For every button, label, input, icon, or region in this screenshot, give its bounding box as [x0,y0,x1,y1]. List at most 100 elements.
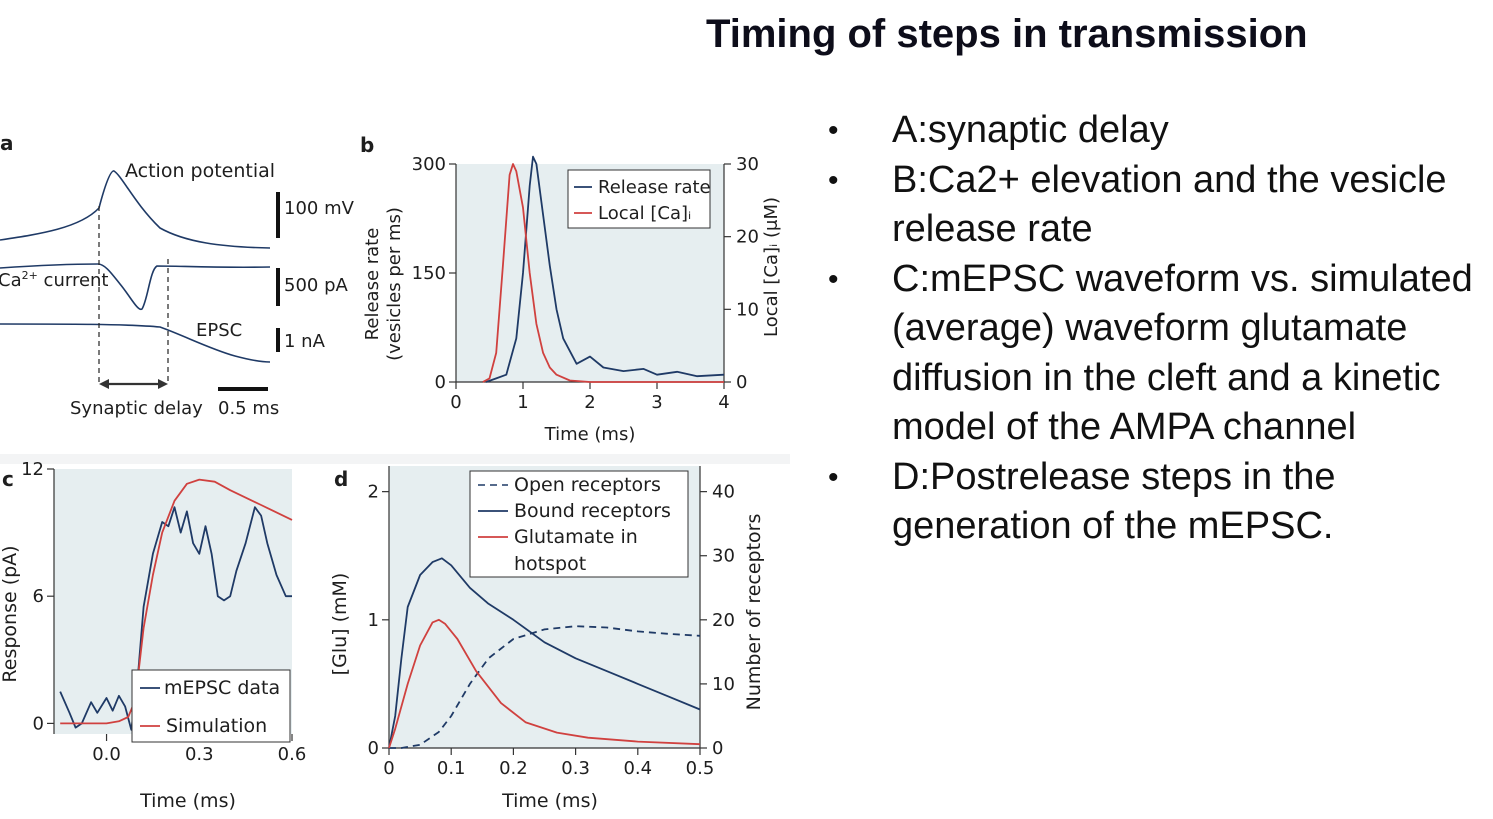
x-tick-label: 0.3 [561,758,590,779]
panel-c-legend: mEPSC data Simulation [131,669,291,743]
x-tick-label: 0 [450,392,461,413]
b-ylabel-line1: Release rate [362,228,383,341]
legend-label-open: Open receptors [514,474,661,496]
y2-tick-label: 0 [736,372,747,393]
b-y2label: Local [Ca]ᵢ (μM) [761,197,782,337]
scalebar-500pa [276,268,280,306]
series-line-release-rate [485,155,725,383]
x-tick-label: 3 [651,392,662,413]
legend-label-hotspot: hotspot [514,553,586,575]
trace-ca-current [0,263,271,311]
scalebar-100mv [276,192,280,238]
scalebar-0-5ms [218,387,268,391]
legend-box [131,669,291,743]
series-line-mepsc-data [59,506,292,731]
y2-tick-label: 40 [712,482,735,503]
label-epsc: EPSC [196,320,242,341]
y-tick-label: 6 [33,586,44,607]
x-tick-label: 0.3 [185,744,214,765]
bullet-text: B:Ca2+ elevation and the vesicle release… [892,158,1447,251]
series-line-simulation [60,478,293,725]
d-y2label: Number of receptors [743,514,765,711]
y2-tick-label: 0 [712,738,723,759]
legend-label-release: Release rate [598,177,711,198]
x-tick-label: 0 [383,758,394,779]
y-tick-label: 2 [368,482,379,503]
legend-label-ca: Local [Ca]ᵢ [598,203,691,224]
x-tick-label: 2 [584,392,595,413]
bullet-glyph: • [828,460,839,494]
x-tick-label: 4 [718,392,729,413]
x-tick-label: 1 [517,392,528,413]
bullet-text: A:synaptic delay [892,109,1169,151]
panel-letter-a: a [0,131,14,155]
bullet-item: • B:Ca2+ elevation and the vesicle releas… [828,156,1488,255]
bullet-glyph: • [828,262,839,296]
y2-tick-label: 10 [712,674,735,695]
scale-label-1na: 1 nA [284,331,326,352]
panel-c: c 0 6 12 0.0 0.3 0.6 mEPSC data Simulation Ti… [0,459,306,812]
panel-d-legend: Open receptors Bound receptors Glutamate… [469,470,689,578]
y2-tick-label: 10 [736,299,759,320]
scale-label-500pa: 500 pA [284,275,349,296]
scale-label-0-5ms: 0.5 ms [218,398,279,419]
b-xlabel: Time (ms) [544,424,636,445]
label-action-potential: Action potential [125,160,275,182]
y-tick-label: 0 [368,738,379,759]
y-tick-label: 300 [412,154,446,175]
c-xlabel: Time (ms) [139,790,236,812]
bullet-text: C:mEPSC waveform vs. simulated (average)… [892,257,1473,449]
panel-b-legend: Release rate Local [Ca]ᵢ [567,169,711,229]
figure-panels: a Action potential Ca2+ current EPSC Syn… [0,124,790,814]
legend-label-simulation: Simulation [166,715,267,737]
panel-d-series [388,557,701,749]
label-synaptic-delay: Synaptic delay [70,398,203,419]
label-ca-current: Ca2+ current [0,269,108,291]
bullet-list: • A:synaptic delay • B:Ca2+ elevation and … [828,106,1488,552]
trace-action-potential [0,170,271,249]
y2-tick-label: 30 [736,154,759,175]
legend-label-mepsc: mEPSC data [164,677,280,699]
delay-arrow-left [99,379,109,389]
bullet-item: • C:mEPSC waveform vs. simulated (average… [828,255,1488,453]
legend-label-glutamate: Glutamate in [514,526,638,548]
panel-c-series [59,478,293,731]
bullet-glyph: • [828,163,839,197]
series-line-local-ca [482,163,724,383]
legend-label-bound: Bound receptors [514,500,671,522]
panel-b-series [482,155,725,383]
bullet-text: D:Postrelease steps in the generation of… [892,455,1336,548]
figure-svg: a Action potential Ca2+ current EPSC Syn… [0,124,790,814]
bullet-item: • A:synaptic delay [828,106,1488,156]
y-tick-label: 1 [368,610,379,631]
legend-box [567,169,711,229]
y2-tick-label: 20 [736,227,759,248]
trace-epsc [0,323,271,363]
d-xlabel: Time (ms) [501,790,598,812]
scalebar-1na [276,328,280,352]
panel-a: a Action potential Ca2+ current EPSC Syn… [0,131,355,419]
bullet-glyph: • [828,114,839,147]
panel-letter-b: b [360,133,374,157]
x-tick-label: 0.5 [686,758,715,779]
d-ylabel: [Glu] (mM) [329,573,351,676]
y2-tick-label: 20 [712,610,735,631]
b-ylabel-line2: (vesicles per ms) [384,207,405,361]
y-tick-label: 0 [435,372,446,393]
slide-title: Timing of steps in transmission [706,12,1308,56]
series-line-glutamate-in-hotspot [388,618,701,749]
c-ylabel: Response (pA) [0,545,21,682]
legend-box [469,470,689,578]
y-tick-label: 12 [21,459,44,480]
panel-letter-c: c [2,467,14,491]
y-tick-label: 0 [33,713,44,734]
panel-letter-d: d [334,467,348,491]
x-tick-label: 0.4 [623,758,652,779]
y2-tick-label: 30 [712,546,735,567]
y-tick-label: 150 [412,263,446,284]
series-line-open-receptors [389,625,701,749]
series-line-bound-receptors [388,557,701,749]
